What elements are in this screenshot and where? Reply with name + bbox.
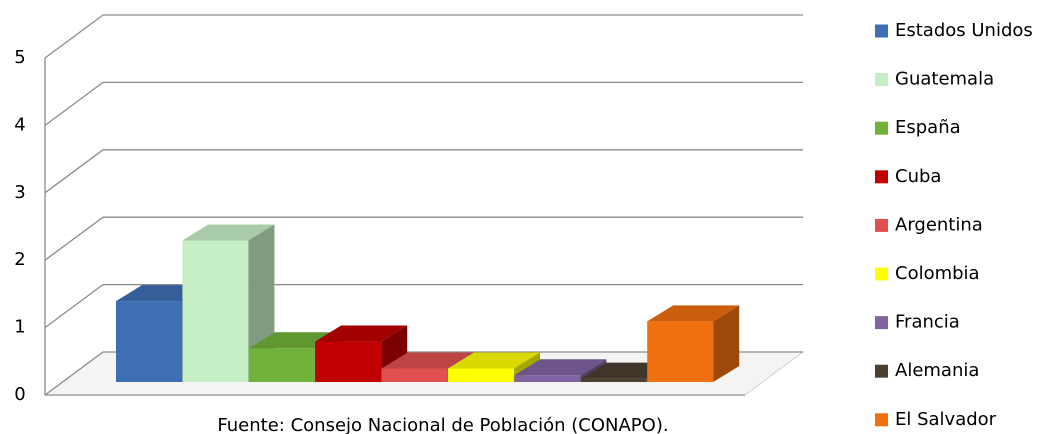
legend-swatch bbox=[875, 316, 888, 330]
legend-label: El Salvador bbox=[895, 409, 997, 430]
bar-front bbox=[580, 378, 647, 382]
legend-swatch bbox=[875, 170, 888, 184]
bar bbox=[182, 224, 275, 382]
legend-label: Guatemala bbox=[895, 69, 994, 90]
bar-front bbox=[381, 368, 448, 382]
legend-swatch bbox=[875, 24, 888, 38]
bar bbox=[647, 305, 740, 382]
legend-label: Colombia bbox=[895, 263, 980, 284]
bar-front bbox=[248, 348, 315, 382]
legend-swatch bbox=[875, 267, 888, 281]
bar-front bbox=[315, 341, 382, 382]
bar-front bbox=[514, 375, 581, 382]
bar-top bbox=[647, 305, 740, 322]
bar-top bbox=[315, 325, 408, 342]
legend-label: Estados Unidos bbox=[895, 20, 1033, 41]
bar bbox=[448, 352, 540, 382]
grid-line bbox=[44, 351, 803, 396]
y-tick-label: 1 bbox=[14, 317, 25, 338]
legend-swatch bbox=[875, 218, 888, 232]
legend-label: Alemania bbox=[895, 360, 979, 381]
bar-side bbox=[713, 305, 740, 382]
bar-top bbox=[182, 224, 275, 241]
bar-front bbox=[182, 240, 249, 382]
grid-line bbox=[44, 14, 803, 59]
legend-label: Cuba bbox=[895, 166, 941, 187]
grid-line bbox=[44, 283, 803, 329]
legend-label: Argentina bbox=[895, 214, 983, 235]
grid-line bbox=[44, 81, 803, 126]
legend-label: Francia bbox=[895, 312, 960, 333]
y-tick-label: 0 bbox=[14, 384, 25, 405]
y-tick-label: 3 bbox=[14, 182, 25, 203]
source-note: Fuente: Consejo Nacional de Población (C… bbox=[217, 415, 668, 434]
legend-label: España bbox=[895, 117, 961, 138]
bar-front bbox=[647, 321, 714, 382]
legend-swatch bbox=[875, 73, 888, 87]
legend-swatch bbox=[875, 364, 888, 378]
bar-top bbox=[448, 352, 540, 369]
legend-swatch bbox=[875, 413, 888, 427]
grid-line bbox=[44, 149, 803, 194]
y-tick-label: 5 bbox=[14, 47, 25, 68]
grid-line bbox=[44, 216, 803, 261]
bar-front bbox=[448, 368, 514, 382]
bar bbox=[315, 325, 408, 382]
y-tick-label: 2 bbox=[14, 249, 25, 270]
y-tick-label: 4 bbox=[14, 114, 25, 135]
bar-front bbox=[116, 301, 182, 382]
bar-top bbox=[514, 359, 607, 376]
bar-top bbox=[381, 352, 474, 369]
legend-swatch bbox=[875, 121, 888, 135]
